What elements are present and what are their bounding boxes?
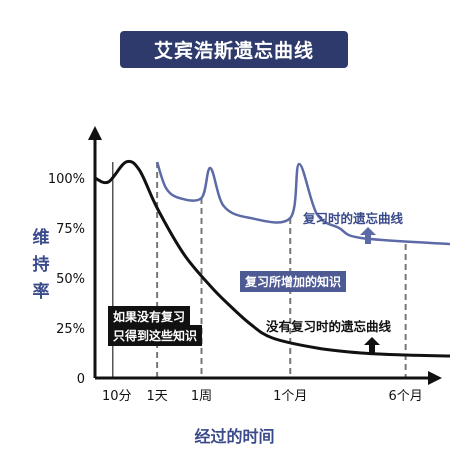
review-series-line xyxy=(155,161,451,246)
series-lines xyxy=(94,159,451,358)
forget-up-arrow xyxy=(364,337,380,354)
x-tick-labels: 10分 1天 1周 1个月 6个月 xyxy=(102,389,423,404)
y-tick-label: 25% xyxy=(56,322,85,337)
x-axis-label: 经过的时间 xyxy=(194,427,275,446)
no-review-annotation-line2: 只得到这些知识 xyxy=(108,325,203,346)
y-axis-label: 维持率 xyxy=(32,228,50,302)
y-axis-arrow xyxy=(88,126,102,140)
chart-title: 艾宾浩斯遗忘曲线 xyxy=(120,31,348,68)
gained-knowledge-annotation: 复习所增加的知识 xyxy=(240,271,347,292)
y-tick-label: 75% xyxy=(56,222,85,237)
y-tick-label: 0 xyxy=(77,372,85,387)
x-tick-label: 1个月 xyxy=(273,389,307,404)
no-review-annotation-line1: 如果没有复习 xyxy=(108,306,191,327)
x-tick-label: 6个月 xyxy=(388,389,422,404)
review-up-arrow xyxy=(360,227,376,244)
arrows xyxy=(360,227,380,354)
x-tick-label: 1天 xyxy=(146,389,167,404)
x-tick-label: 10分 xyxy=(102,389,132,404)
x-tick-label: 1周 xyxy=(191,389,212,404)
y-tick-label: 100% xyxy=(48,172,85,187)
axes xyxy=(88,126,442,385)
y-tick-labels: 0 25% 50% 75% 100% xyxy=(48,172,85,387)
review-curve-label: 复习时的遗忘曲线 xyxy=(303,211,404,226)
no-review-curve-label: 没有复习时的遗忘曲线 xyxy=(266,319,392,334)
x-axis-arrow xyxy=(428,371,442,385)
y-tick-label: 50% xyxy=(56,272,85,287)
no-review-series-line xyxy=(94,159,451,358)
